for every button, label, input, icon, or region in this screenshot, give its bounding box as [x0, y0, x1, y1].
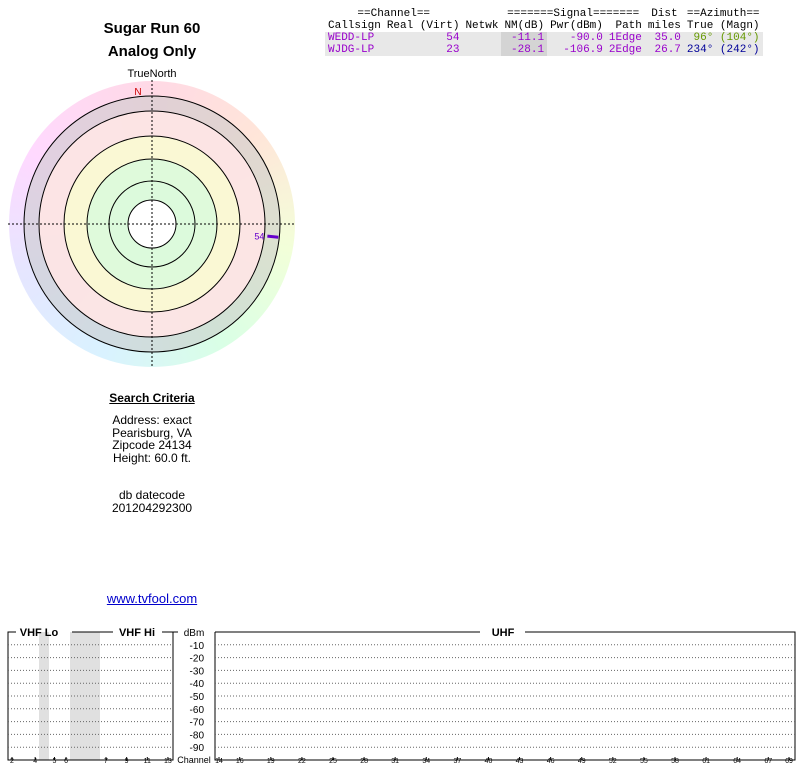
- link[interactable]: www.tvfool.com: [106, 591, 198, 606]
- north-mark: N: [134, 87, 141, 98]
- channel-label: Channel: [177, 755, 211, 765]
- cell-callsign: WEDD-LP: [328, 32, 375, 44]
- channel-tick-label: 6: [64, 758, 68, 765]
- column-header: Netwk: [465, 20, 499, 32]
- column-header: Callsign: [328, 20, 381, 32]
- y-tick-label: -90: [190, 743, 205, 754]
- search-line: Zipcode 24134: [112, 438, 192, 452]
- channel-tick-label: 69: [785, 758, 793, 765]
- y-tick-label: -30: [190, 666, 205, 677]
- datecode-line: db datecode: [118, 488, 186, 502]
- cell-path: 2Edge: [608, 44, 642, 56]
- datecode: db datecode 201204292300: [0, 489, 304, 514]
- cell-azimuth: 234° (242°): [686, 44, 760, 56]
- cell: [462, 44, 501, 56]
- band-label: UHF: [492, 627, 515, 639]
- y-tick-label: -20: [190, 654, 205, 665]
- cell-pwr: -90.0: [569, 32, 603, 44]
- cell-dist: 35.0: [654, 32, 681, 44]
- north-label: TrueNorth: [127, 68, 177, 80]
- station-table: ==Channel== =======Signal======= Dist ==Azi…: [325, 8, 763, 56]
- channel-tick-label: 40: [485, 758, 493, 765]
- band-label: VHF Lo: [20, 627, 59, 639]
- channel-tick-label: 2: [10, 758, 14, 765]
- group-header-row: ==Channel== =======Signal======= Dist ==Azi…: [325, 8, 763, 20]
- channel-tick-label: 55: [640, 758, 648, 765]
- station-row: WJDG-LP 23 -28.1 -106.9 2Edge 26.7 234° (242°): [325, 44, 763, 56]
- search-line: Address: exact: [112, 413, 192, 427]
- channel-tick-label: 28: [360, 758, 368, 765]
- frame: [7, 631, 796, 761]
- channel-tick-label: 5: [53, 758, 57, 765]
- cell-nm: -28.1: [501, 44, 548, 56]
- column-header: Path: [615, 20, 642, 32]
- channel-tick-label: 4: [33, 758, 37, 765]
- cell-real: 54: [446, 32, 460, 44]
- group-header: ==Azimuth==: [686, 8, 760, 20]
- group-header: ==Channel==: [357, 8, 431, 20]
- channel-tick-label: 31: [391, 758, 399, 765]
- station-marker: [267, 234, 279, 239]
- channel-tick-label: 14: [215, 758, 223, 765]
- column-header: NM(dB): [504, 20, 545, 32]
- y-tick-label: -50: [190, 692, 205, 703]
- channel-tick-label: 19: [267, 758, 275, 765]
- column-header: True (Magn): [686, 20, 760, 32]
- cell-azimuth: 96° (104°): [693, 32, 760, 44]
- channel-tick-label: 67: [764, 758, 772, 765]
- search-lines: Address: exact Pearisburg, VA Zipcode 2413…: [0, 414, 304, 464]
- y-tick-label: -40: [190, 679, 205, 690]
- search-heading: Search Criteria: [109, 391, 195, 405]
- polar-plot: N 54: [8, 80, 296, 368]
- datecode-line: 201204292300: [111, 500, 193, 515]
- column-header: miles: [647, 20, 681, 32]
- title: Sugar Run 60: [103, 20, 201, 37]
- search-line: Pearisburg, VA: [112, 425, 192, 440]
- y-tick-label: -60: [190, 705, 205, 716]
- channel-tick-label: 58: [671, 758, 679, 765]
- header-row: Callsign Real (Virt) Netwk NM(dB) Pwr(dBm) Pa…: [325, 20, 763, 32]
- channel-tick-label: 9: [125, 758, 129, 765]
- cell: [462, 32, 501, 44]
- cell-callsign: WJDG-LP: [328, 44, 375, 56]
- group-header: [462, 8, 501, 20]
- channel-tick-label: 13: [164, 758, 172, 765]
- channel-tick-label: 16: [236, 758, 244, 765]
- channel-tick-label: 43: [516, 758, 524, 765]
- channel-tick-label: 25: [329, 758, 337, 765]
- spectrum-chart: VHF Lo VHF Hi UHF dBm Channel -10 -20-30 -40 -50…: [7, 627, 796, 765]
- channel-tick-label: 7: [104, 758, 108, 765]
- station-row: WEDD-LP 54 -11.1 -90.0 1Edge 35.0 96° (104°): [325, 32, 763, 44]
- channel-tick-label: 34: [422, 758, 430, 765]
- station-label: 54: [254, 231, 264, 241]
- unit-label: dBm: [184, 628, 205, 639]
- cell-real: 23: [446, 44, 460, 56]
- cell-nm: -11.1: [501, 32, 548, 44]
- column-header: Pwr(dBm): [550, 20, 603, 32]
- channel-tick-label: 11: [144, 758, 151, 765]
- group-header: =======Signal=======: [507, 8, 640, 20]
- channel-tick-label: 52: [609, 758, 617, 765]
- channel-tick-label: 22: [298, 758, 306, 765]
- cell-path: 1Edge: [608, 32, 642, 44]
- cell-dist: 26.7: [654, 44, 681, 56]
- cell-pwr: -106.9: [563, 44, 603, 56]
- y-tick-label: -10: [190, 641, 205, 652]
- channel-tick-label: 37: [453, 758, 461, 765]
- group-header: Dist: [651, 8, 678, 20]
- y-tick-label: -70: [190, 718, 205, 729]
- subtitle: Analog Only: [107, 43, 197, 60]
- column-header: Real (Virt): [386, 20, 460, 32]
- channel-tick-label: 49: [578, 758, 586, 765]
- channel-tick-label: 61: [702, 758, 710, 765]
- channel-tick-label: 46: [547, 758, 555, 765]
- search-line: Height: 60.0 ft.: [112, 450, 192, 465]
- y-tick-label: -80: [190, 730, 205, 741]
- channel-tick-label: 64: [733, 758, 741, 765]
- band-label: VHF Hi: [119, 627, 155, 639]
